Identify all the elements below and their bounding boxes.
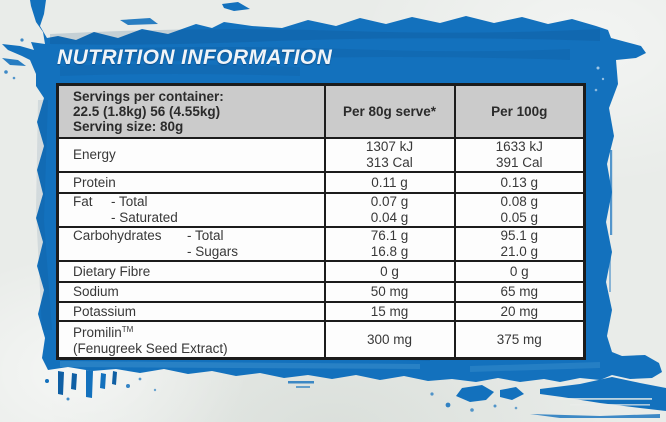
value-per-serve: 300 mg [323,320,456,360]
row-label: Dietary Fibre [56,260,326,283]
fat-saturated-serve: 0.04 g [370,210,409,225]
value-per-100g: 1633 kJ 391 Cal [453,137,586,173]
value-per-serve: 1307 kJ 313 Cal [323,137,456,173]
promilin-name: Promilin [73,325,122,340]
value-per-serve: 0 g [323,260,456,283]
energy-cal-serve: 313 Cal [366,155,413,170]
column-header-per-100g: Per 100g [453,83,586,139]
value-per-100g: 0.13 g [453,171,586,194]
energy-kj-serve: 1307 kJ [365,139,414,154]
table-row-protein: Protein 0.11 g 0.13 g [56,171,586,194]
servings-count-text: 22.5 (1.8kg) 56 (4.55kg) [73,104,221,119]
table-header-row: Servings per container: 22.5 (1.8kg) 56 … [56,83,586,139]
fat-total-100g: 0.08 g [500,194,539,209]
table-row-carbohydrates: Carbohydrates - Total - Sugars 76.1 g 16… [56,226,586,262]
fat-saturated-100g: 0.05 g [500,210,539,225]
table-row-potassium: Potassium 15 mg 20 mg [56,301,586,322]
table-row-promilin: PromilinTM (Fenugreek Seed Extract) 300 … [56,320,586,360]
column-header-per-80g-serve: Per 80g serve* [323,83,456,139]
row-label: Carbohydrates - Total - Sugars [56,226,326,262]
value-per-100g: 95.1 g 21.0 g [453,226,586,262]
carb-sugars-serve: 16.8 g [370,244,409,259]
value-per-100g: 65 mg [453,281,586,303]
value-per-100g: 0.08 g 0.05 g [453,192,586,228]
table-row-energy: Energy 1307 kJ 313 Cal 1633 kJ 391 Cal [56,137,586,173]
table-row-dietary-fibre: Dietary Fibre 0 g 0 g [56,260,586,283]
carb-total-sublabel: - Total [187,228,224,243]
carb-sugars-100g: 21.0 g [500,244,539,259]
fenugreek-seed-extract-label: (Fenugreek Seed Extract) [73,341,228,356]
serving-size-text: Serving size: 80g [73,119,184,134]
promilin-label-line: PromilinTM [73,322,320,341]
row-label: Protein [56,171,326,194]
row-label: PromilinTM (Fenugreek Seed Extract) [56,320,326,360]
carb-total-serve: 76.1 g [370,228,409,243]
value-per-100g: 20 mg [453,301,586,322]
energy-cal-100g: 391 Cal [495,155,543,170]
row-label: Fat - Total - Saturated [56,192,326,228]
carbohydrates-label: Carbohydrates [73,228,162,243]
servings-header-cell: Servings per container: 22.5 (1.8kg) 56 … [56,83,326,139]
carbohydrates-sublabels: - Total - Sugars [187,228,238,260]
energy-kj-100g: 1633 kJ [495,139,543,154]
fat-saturated-sublabel: - Saturated [111,210,178,225]
fat-total-serve: 0.07 g [370,194,409,209]
value-per-100g: 0 g [453,260,586,283]
servings-per-container-text: Servings per container: [73,89,224,104]
value-per-serve: 0.11 g [323,171,456,194]
page-title: NUTRITION INFORMATION [57,46,333,69]
fat-total-sublabel: - Total [111,194,148,209]
trademark-symbol: TM [121,325,134,334]
row-label: Energy [56,137,326,173]
value-per-100g: 375 mg [453,320,586,360]
value-per-serve: 0.07 g 0.04 g [323,192,456,228]
table-row-fat: Fat - Total - Saturated 0.07 g 0.04 g 0.… [56,192,586,228]
row-label: Potassium [56,301,326,322]
value-per-serve: 50 mg [323,281,456,303]
value-per-serve: 15 mg [323,301,456,322]
nutrition-table: Servings per container: 22.5 (1.8kg) 56 … [56,83,586,360]
fat-sublabels: - Total - Saturated [111,194,178,226]
value-per-serve: 76.1 g 16.8 g [323,226,456,262]
carb-sugars-sublabel: - Sugars [187,244,239,259]
carb-total-100g: 95.1 g [500,228,539,243]
table-row-sodium: Sodium 50 mg 65 mg [56,281,586,303]
fat-label: Fat [73,194,93,209]
row-label: Sodium [56,281,326,303]
